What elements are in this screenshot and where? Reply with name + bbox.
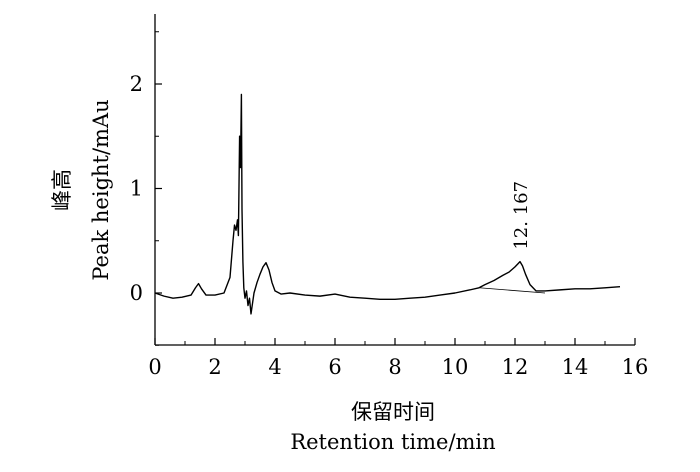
y-axis-title-cn: 峰高 — [50, 169, 74, 211]
x-tick-label: 8 — [388, 355, 401, 379]
x-axis-title: Retention time/min — [290, 430, 495, 454]
x-tick-label: 16 — [622, 355, 649, 379]
x-axis-title-cn: 保留时间 — [351, 400, 435, 424]
ticks — [154, 31, 636, 346]
plot-area — [154, 93, 621, 315]
y-tick-label: 0 — [130, 281, 143, 305]
x-tick-label: 12 — [502, 355, 529, 379]
x-tick-label: 2 — [208, 355, 221, 379]
x-tick-label: 0 — [148, 355, 161, 379]
axes — [154, 14, 635, 346]
y-tick-label: 1 — [130, 177, 143, 201]
series-line — [154, 93, 621, 315]
x-tick-label: 14 — [562, 355, 589, 379]
y-tick-label: 2 — [130, 72, 143, 96]
peak-baseline — [478, 287, 546, 294]
annotations: 12. 167 — [511, 181, 532, 250]
x-tick-label: 4 — [268, 355, 281, 379]
y-axis-title: Peak height/mAu — [89, 99, 113, 280]
x-tick-label: 6 — [328, 355, 341, 379]
x-tick-label: 10 — [442, 355, 469, 379]
peak-annotation: 12. 167 — [511, 181, 532, 250]
